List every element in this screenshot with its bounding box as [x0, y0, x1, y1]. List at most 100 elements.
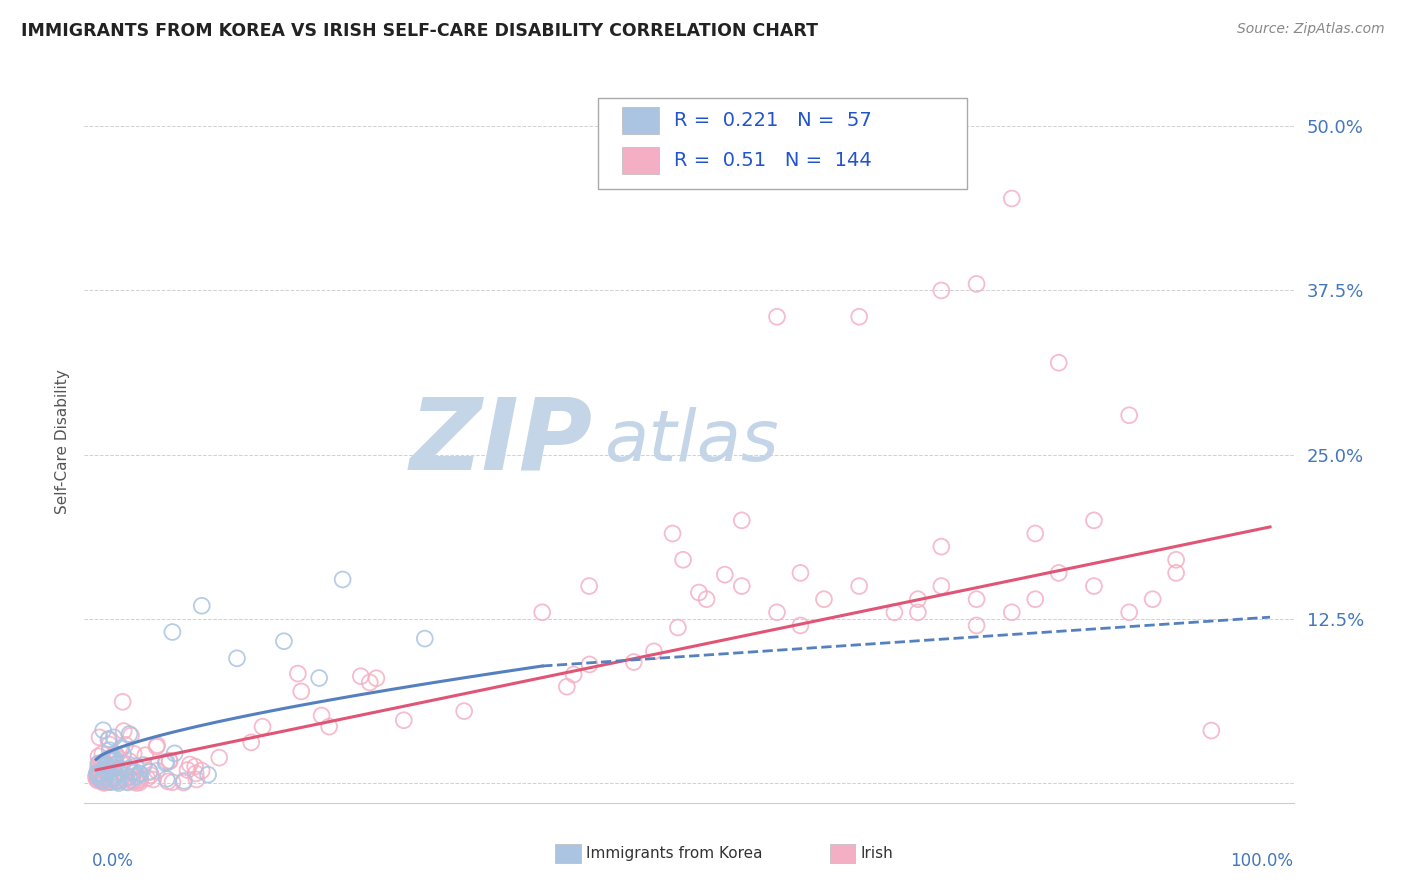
Point [672, 553, 695, 567]
Text: 100.0%: 100.0% [1230, 852, 1294, 870]
Point [90, 773, 112, 788]
Point [91, 773, 114, 788]
Point [666, 620, 689, 634]
Point [578, 657, 600, 672]
Point [103, 757, 125, 772]
Point [89, 756, 111, 771]
Point [848, 310, 870, 324]
Point [110, 741, 132, 756]
Point [766, 310, 789, 324]
Point [107, 773, 129, 788]
Point [273, 634, 295, 648]
Point [112, 756, 135, 770]
Point [105, 774, 128, 789]
Point [84, 769, 107, 783]
Point [1001, 192, 1024, 206]
Point [125, 776, 148, 790]
Point [1001, 605, 1024, 619]
Point [117, 757, 139, 772]
Y-axis label: Self-Care Disability: Self-Care Disability [55, 369, 70, 514]
Point [1166, 566, 1188, 580]
Point [97, 732, 120, 747]
Point [104, 767, 127, 781]
Point [103, 770, 125, 784]
Point [86, 772, 108, 786]
Point [332, 573, 354, 587]
Point [146, 764, 169, 778]
Point [96, 757, 118, 772]
Point [105, 757, 128, 772]
Point [186, 772, 208, 787]
Point [848, 579, 870, 593]
Point [105, 773, 128, 788]
Point [308, 671, 330, 685]
Point [350, 669, 373, 683]
Point [87, 756, 110, 771]
Point [111, 695, 134, 709]
Point [108, 771, 131, 785]
Point [157, 754, 180, 768]
Point [555, 680, 578, 694]
Point [93, 773, 115, 788]
Point [179, 757, 201, 772]
Point [98, 743, 121, 757]
Text: R =  0.221   N =  57: R = 0.221 N = 57 [675, 112, 872, 130]
Point [94, 758, 117, 772]
Point [91, 758, 114, 772]
Point [100, 751, 122, 765]
Point [97, 763, 120, 777]
Point [907, 159, 929, 173]
Point [287, 666, 309, 681]
Point [766, 605, 789, 619]
Point [1142, 592, 1164, 607]
Point [87, 773, 110, 788]
FancyBboxPatch shape [623, 147, 659, 174]
Point [931, 540, 953, 554]
Point [714, 567, 737, 582]
Point [120, 773, 142, 788]
Point [87, 769, 110, 783]
Point [89, 772, 111, 787]
Point [311, 708, 333, 723]
Point [117, 774, 139, 789]
Point [240, 735, 263, 749]
Point [120, 729, 142, 743]
Point [359, 675, 381, 690]
Point [731, 513, 754, 527]
FancyBboxPatch shape [599, 98, 967, 189]
Point [112, 724, 135, 739]
Point [98, 738, 121, 752]
Point [89, 765, 111, 780]
Point [87, 767, 110, 781]
Point [86, 772, 108, 786]
Point [578, 579, 600, 593]
Point [138, 764, 160, 779]
Point [129, 771, 152, 785]
Point [392, 713, 415, 727]
Point [122, 747, 145, 761]
Point [128, 766, 150, 780]
Point [90, 757, 112, 772]
Point [1047, 566, 1070, 580]
Point [89, 770, 111, 784]
Point [114, 738, 136, 752]
Point [93, 763, 115, 777]
Point [118, 763, 141, 777]
Point [101, 760, 124, 774]
Point [156, 772, 179, 786]
Point [162, 625, 184, 640]
Point [110, 764, 132, 779]
Point [98, 771, 121, 785]
Point [98, 775, 121, 789]
Point [688, 585, 710, 599]
Point [197, 767, 219, 781]
Point [86, 769, 108, 783]
Point [86, 766, 108, 780]
Point [132, 758, 155, 772]
Point [86, 772, 108, 786]
Point [366, 671, 388, 685]
Text: R =  0.51   N =  144: R = 0.51 N = 144 [675, 151, 872, 170]
Point [453, 704, 475, 718]
Point [643, 644, 665, 658]
Point [696, 592, 718, 607]
